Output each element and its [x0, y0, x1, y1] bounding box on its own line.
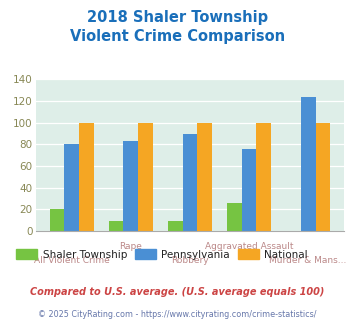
Text: Rape: Rape: [119, 242, 142, 251]
Bar: [301, 97, 316, 231]
Text: Aggravated Assault: Aggravated Assault: [205, 242, 293, 251]
Text: Murder & Mans...: Murder & Mans...: [269, 256, 347, 265]
Text: 2018 Shaler Township
Violent Crime Comparison: 2018 Shaler Township Violent Crime Compa…: [70, 10, 285, 44]
Bar: [124, 141, 138, 231]
Text: Compared to U.S. average. (U.S. average equals 100): Compared to U.S. average. (U.S. average …: [30, 287, 325, 297]
Text: © 2025 CityRating.com - https://www.cityrating.com/crime-statistics/: © 2025 CityRating.com - https://www.city…: [38, 310, 317, 319]
Bar: [64, 144, 79, 231]
Text: All Violent Crime: All Violent Crime: [34, 256, 110, 265]
Bar: [316, 122, 330, 231]
Text: Robbery: Robbery: [171, 256, 209, 265]
Bar: [227, 203, 242, 231]
Bar: [182, 135, 197, 231]
Bar: [242, 148, 256, 231]
Bar: [197, 122, 212, 231]
Bar: [79, 122, 94, 231]
Bar: [138, 122, 153, 231]
Bar: [50, 209, 64, 231]
Legend: Shaler Township, Pennsylvania, National: Shaler Township, Pennsylvania, National: [12, 245, 312, 264]
Bar: [168, 221, 182, 231]
Bar: [256, 122, 271, 231]
Bar: [109, 221, 124, 231]
